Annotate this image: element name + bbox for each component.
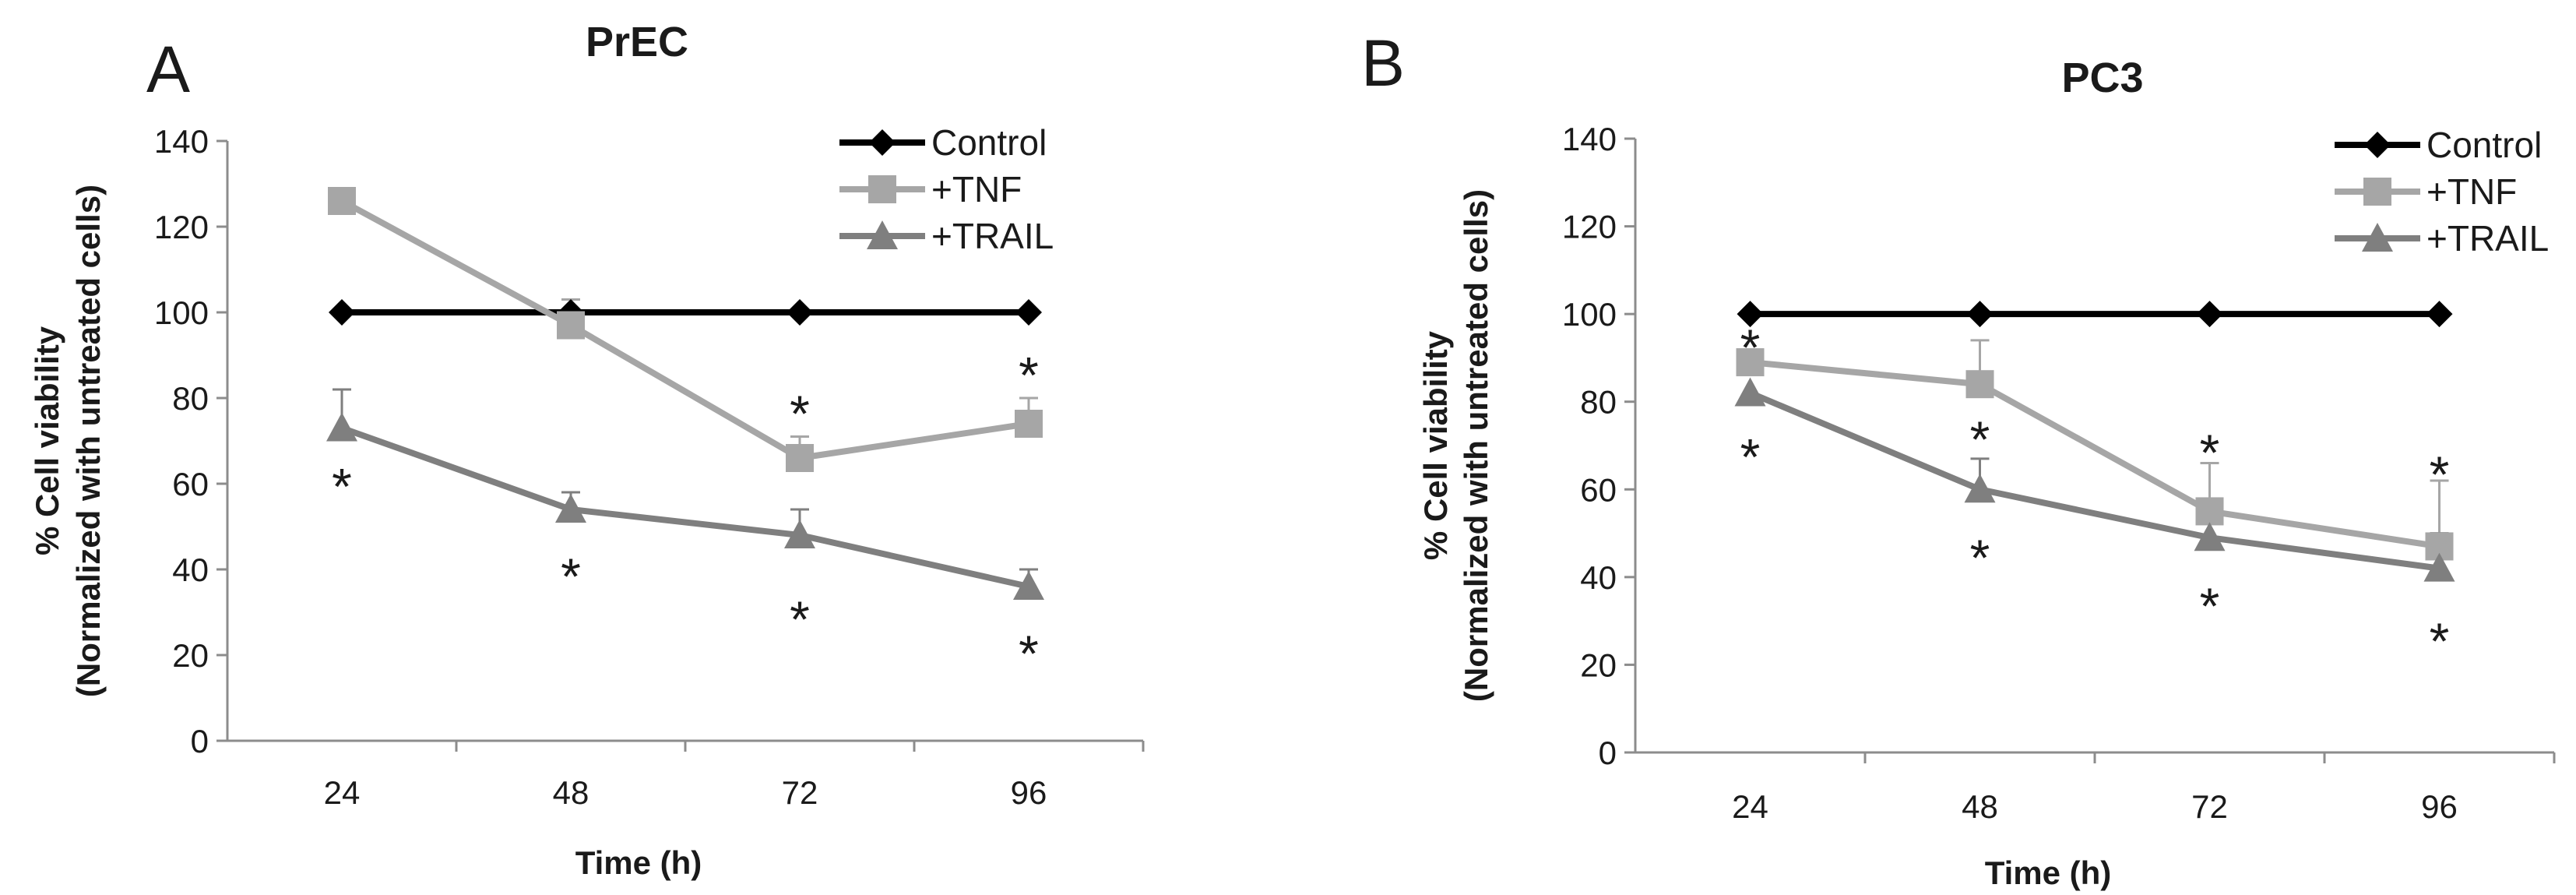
x-axis-title: Time (h) [575, 844, 702, 881]
chart-title: PC3 [2061, 55, 2143, 101]
series-line-tnf [1750, 359, 2441, 550]
significance-star: * [1740, 319, 1761, 376]
significance-star: * [561, 548, 581, 605]
data-point-trail [2194, 522, 2226, 551]
data-point-trail [2423, 552, 2455, 582]
data-point-trail [784, 520, 815, 548]
data-point-trail [1013, 571, 1044, 600]
panel-label: B [1361, 26, 1405, 100]
significance-star: * [1970, 529, 1990, 587]
data-point-trail [555, 494, 586, 523]
y-axis-title: % Cell viability [1417, 330, 1454, 560]
y-tick-label: 100 [1562, 296, 1617, 333]
legend-label-control: Control [2426, 125, 2542, 165]
x-tick-label: 48 [1962, 788, 1998, 825]
y-tick-label: 100 [154, 294, 209, 331]
series-line-tnf [340, 198, 1029, 461]
y-tick-label: 40 [1580, 559, 1617, 596]
data-point-tnf [1736, 348, 1765, 377]
data-point-tnf [1015, 410, 1043, 438]
x-tick-label: 96 [2421, 788, 2458, 825]
legend-marker-trail [2362, 223, 2393, 252]
chart-panel-a: A PrEC 0 20 40 60 80 100 120 140 24 48 72 96 Time (h)%… [29, 19, 1145, 881]
y-tick-label: 0 [1599, 735, 1617, 771]
x-tick-label: 48 [553, 774, 589, 811]
data-point-trail [326, 412, 357, 442]
series-line-trail [340, 425, 1029, 590]
legend-marker-control [869, 129, 896, 156]
x-tick-label: 72 [782, 774, 818, 811]
data-point-trail [1964, 474, 1996, 503]
y-tick-label: 140 [1562, 121, 1617, 157]
data-point-tnf [328, 187, 356, 215]
legend-marker-trail [867, 220, 898, 249]
y-tick-label: 80 [1580, 384, 1617, 421]
data-point-control [1737, 301, 1764, 328]
data-point-control [1966, 301, 1994, 328]
legend-label-trail: +TRAIL [2426, 218, 2549, 259]
data-point-trail [1734, 377, 1766, 407]
legend-marker-tnf [2363, 178, 2391, 206]
data-point-tnf [2195, 497, 2224, 526]
significance-star: * [790, 590, 810, 648]
y-tick-label: 140 [154, 123, 209, 160]
x-axis-title: Time (h) [1985, 854, 2112, 891]
x-tick-label: 24 [324, 774, 361, 811]
data-point-control [2426, 301, 2453, 328]
significance-star: * [1740, 428, 1761, 486]
data-point-control [329, 299, 355, 326]
panel-label: A [146, 33, 190, 106]
y-tick-label: 80 [172, 380, 209, 417]
legend-label-tnf: +TNF [931, 169, 1022, 210]
legend-label-trail: +TRAIL [931, 216, 1054, 256]
series-line-trail [1748, 389, 2441, 572]
y-tick-label: 120 [154, 209, 209, 245]
y-tick-label: 60 [1580, 471, 1617, 508]
y-axis-title: % Cell viability [29, 326, 65, 555]
y-tick-label: 20 [172, 637, 209, 674]
significance-star: * [1970, 411, 1990, 468]
y-tick-label: 120 [1562, 209, 1617, 245]
legend-marker-tnf [868, 175, 896, 203]
data-point-tnf [557, 311, 585, 340]
data-point-control [787, 299, 813, 326]
significance-star: * [332, 458, 352, 516]
significance-star: * [2430, 612, 2450, 670]
y-tick-label: 20 [1580, 647, 1617, 683]
data-point-control [2196, 301, 2223, 328]
y-tick-label: 60 [172, 466, 209, 502]
x-tick-label: 72 [2191, 788, 2228, 825]
chart-panel-b: B PC3 0 20 40 60 80 100 120 140 24 48 72 96 Time (h) % … [1361, 26, 2556, 891]
significance-star: * [1019, 625, 1039, 682]
y-axis-subtitle: (Normalized with untreated cells) [70, 185, 107, 697]
significance-star: * [1019, 347, 1039, 404]
data-point-control [1015, 299, 1042, 326]
legend-marker-control [2364, 132, 2391, 158]
significance-star: * [2430, 446, 2450, 503]
y-axis-subtitle: (Normalized with untreated cells) [1458, 189, 1494, 702]
chart-title: PrEC [586, 19, 688, 65]
data-point-tnf [786, 444, 814, 472]
x-tick-label: 96 [1011, 774, 1047, 811]
significance-star: * [2200, 577, 2220, 635]
significance-star: * [790, 385, 810, 442]
x-tick-label: 24 [1732, 788, 1768, 825]
legend-label-control: Control [931, 122, 1047, 163]
data-point-tnf [1965, 370, 1994, 399]
y-tick-label: 40 [172, 551, 209, 588]
legend-label-tnf: +TNF [2426, 171, 2517, 212]
significance-star: * [2200, 424, 2220, 481]
y-tick-label: 0 [191, 723, 209, 759]
